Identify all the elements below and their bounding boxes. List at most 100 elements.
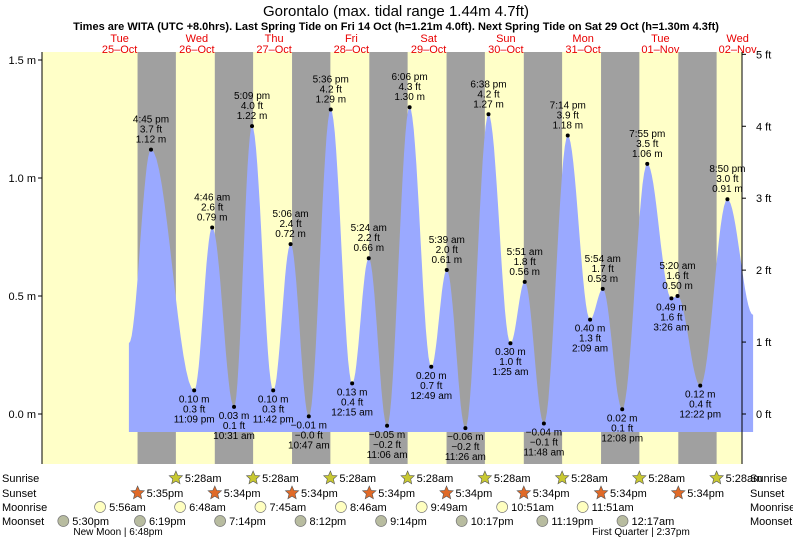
- tide-extreme-label: 5:09 pm: [234, 91, 270, 102]
- tide-extreme-label: 0.4 ft: [689, 400, 711, 411]
- tide-extreme-label: 12:22 pm: [679, 410, 721, 421]
- tide-extreme-dot: [271, 388, 276, 393]
- day-header-dow: Wed: [726, 33, 748, 45]
- moonset-icon: [536, 515, 549, 527]
- tide-extreme-high: 5:51 am1.8 ft0.56 m: [507, 247, 543, 284]
- tide-extreme-dot: [565, 133, 570, 138]
- y-tick-label-left: 0.0 m: [8, 409, 36, 421]
- tide-extreme-dot: [486, 112, 491, 117]
- tide-extreme-dot: [192, 388, 197, 393]
- sunrise-time: 5:28am: [185, 473, 222, 485]
- moonrise-icon: [254, 501, 267, 513]
- tide-extreme-dot: [232, 404, 237, 409]
- tide-extreme-label: 4.2 ft: [320, 85, 342, 96]
- moonset-icon: [294, 515, 307, 527]
- tide-extreme-label: 2.2 ft: [358, 233, 380, 244]
- tide-extreme-label: 11:48 am: [523, 447, 564, 458]
- sunset-row-label-right: Sunset: [750, 488, 784, 500]
- sunset-icon: [284, 485, 300, 500]
- tide-extreme-label: 3.7 ft: [140, 125, 162, 136]
- tide-extreme-label: 0.3 ft: [262, 404, 284, 415]
- moonset-icon: [455, 515, 468, 527]
- moonset-icon: [214, 515, 226, 527]
- tide-extreme-dot: [328, 107, 333, 112]
- tide-extreme-label: 1.8 ft: [514, 257, 536, 268]
- tide-extreme-label: 0.53 m: [587, 274, 618, 285]
- sunset-time: 5:34pm: [456, 488, 493, 500]
- sunrise-icon: [631, 470, 647, 485]
- tide-extreme-label: 5:39 am: [429, 235, 465, 246]
- moonset-icon: [375, 515, 387, 527]
- tide-extreme-label: 8:50 pm: [709, 164, 745, 175]
- tide-extreme-high: 4:45 pm3.7 ft1.12 m: [133, 115, 169, 152]
- tide-extreme-label: 7:55 pm: [629, 129, 665, 140]
- sunrise-icon: [168, 470, 184, 485]
- tide-extreme-label: 0.49 m: [656, 302, 687, 313]
- moonrise-time: 8:46am: [350, 502, 387, 514]
- sunset-time: 5:34pm: [378, 488, 415, 500]
- tide-extreme-label: 0.91 m: [712, 184, 743, 195]
- tide-extreme-high: 8:50 pm3.0 ft0.91 m: [709, 164, 745, 202]
- sunrise-time: 5:28am: [262, 473, 299, 485]
- tide-extreme-high: 5:20 am1.6 ft0.50 m: [659, 261, 696, 298]
- sunset-icon: [670, 485, 686, 500]
- sunset-time: 5:34pm: [610, 488, 647, 500]
- tide-extreme-low: 0.49 m1.6 ft3:26 am: [653, 296, 689, 333]
- tide-extreme-dot: [288, 242, 293, 247]
- tide-extreme-label: 1.06 m: [632, 149, 663, 160]
- sunrise-icon: [709, 470, 725, 485]
- tide-extreme-label: 6:06 pm: [392, 72, 428, 83]
- tide-extreme-label: 11:06 am: [367, 450, 408, 461]
- tide-extreme-label: −0.2 ft: [373, 440, 401, 451]
- tide-extreme-dot: [508, 341, 513, 346]
- tide-extreme-label: 0.4 ft: [341, 397, 363, 408]
- sunrise-time: 5:28am: [648, 473, 685, 485]
- chart-axes: 1.5 m 1.0 m 0.5 m 0.0 m 5 ft 4 ft 3 ft 2 ft 1 ft…: [8, 49, 771, 464]
- day-header-date: 26–Oct: [179, 44, 214, 56]
- tide-extreme-label: 2.4 ft: [279, 219, 301, 230]
- astro-rows: Sunrise Sunrise Sunset Sunset Moonrise Moonri…: [2, 470, 793, 538]
- moonrise-time: 9:49am: [431, 502, 468, 514]
- y-tick-label-right: 2 ft: [756, 265, 771, 277]
- sunset-icon: [439, 485, 454, 500]
- tide-extreme-label: 0.12 m: [685, 390, 716, 401]
- sunset-icon: [593, 485, 609, 500]
- moonrise-icon: [174, 501, 186, 513]
- tide-extreme-label: 4.3 ft: [398, 82, 420, 93]
- chart-title: Gorontalo (max. tidal range 1.44m 4.7ft): [263, 3, 529, 20]
- sunrise-icon: [400, 470, 416, 485]
- tide-extreme-label: 10:47 am: [288, 440, 330, 451]
- day-header-dow: Wed: [186, 33, 208, 45]
- tide-extreme-dot: [675, 294, 680, 298]
- tide-extreme-dot: [645, 161, 650, 166]
- moonset-icon: [616, 515, 629, 527]
- tide-extreme-dot: [669, 296, 674, 301]
- day-header-date: 01–Nov: [641, 44, 679, 56]
- sunrise-time: 5:28am: [726, 473, 763, 485]
- tide-extreme-label: 11:42 pm: [253, 414, 294, 425]
- tide-extreme-label: 1:25 am: [492, 367, 528, 378]
- sunset-time: 5:34pm: [687, 488, 724, 500]
- tide-extreme-label: 11:26 am: [445, 452, 486, 463]
- tide-extreme-label: 0.10 m: [258, 394, 289, 405]
- tide-extreme-label: 0.1 ft: [611, 423, 633, 434]
- moonset-row-label: Moonset: [2, 516, 44, 528]
- day-night-bands: [42, 52, 742, 464]
- day-header-date: 31–Oct: [565, 44, 600, 56]
- day-header-dow: Tue: [651, 33, 670, 45]
- moonrise-icon: [576, 501, 589, 513]
- moonrise-time: 5:56am: [109, 502, 146, 514]
- tide-extreme-dot: [429, 364, 434, 369]
- day-header-dow: Mon: [572, 33, 593, 45]
- sunrise-time: 5:28am: [494, 473, 531, 485]
- sunrise-time: 5:28am: [417, 473, 454, 485]
- tide-extreme-label: 3:26 am: [653, 322, 689, 333]
- day-header-dow: Tue: [110, 33, 129, 45]
- tide-extreme-label: 0.3 ft: [183, 404, 205, 415]
- tide-extreme-label: 0.79 m: [197, 213, 228, 224]
- day-header-dow: Sun: [496, 33, 516, 45]
